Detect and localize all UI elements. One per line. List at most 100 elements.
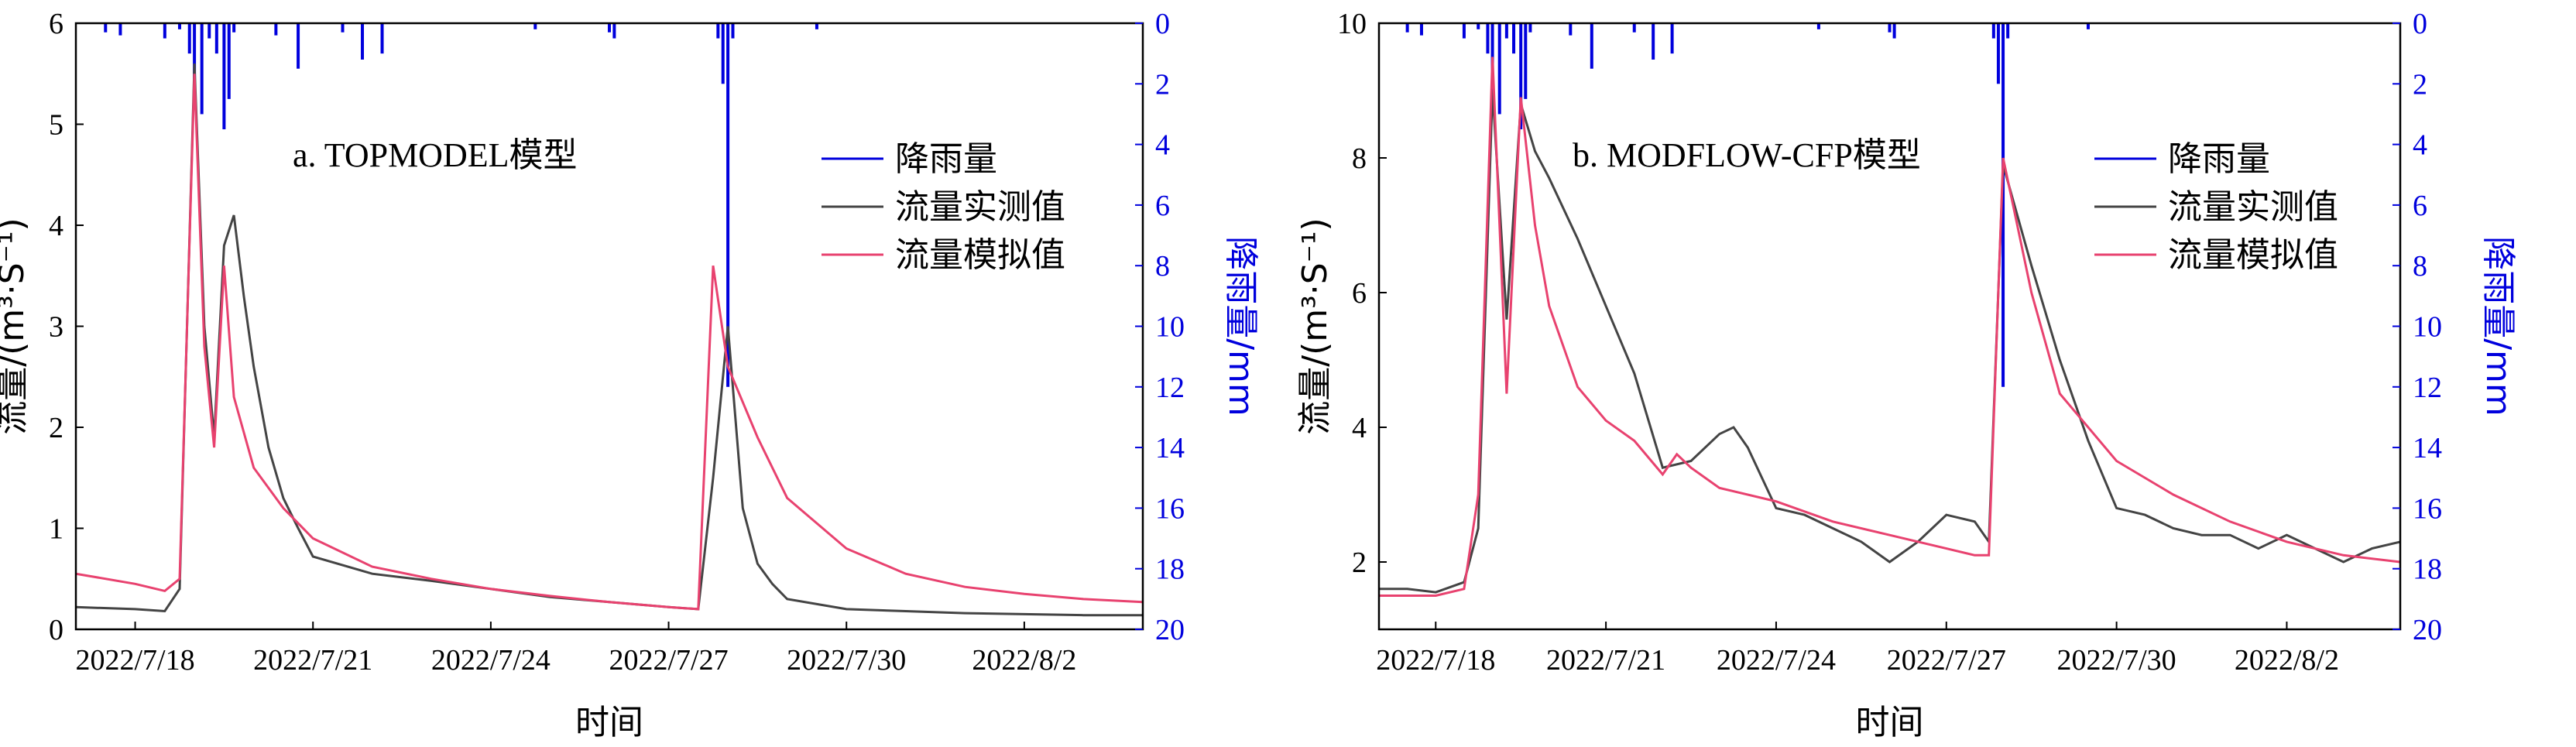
x-tick-label: 2022/7/18 [75,644,194,677]
x-tick-label: 2022/7/27 [1887,644,2006,677]
plot-frame [74,22,1144,631]
left-tick-label: 1 [49,513,63,546]
simulated-flow-line [1379,57,2400,597]
rain-bar [208,23,211,39]
x-tick-label: 2022/7/21 [1546,644,1665,677]
x-tick-label: 2022/7/24 [431,644,551,677]
legend-label: 流量实测值 [2168,187,2338,227]
rain-bar [1419,23,1423,36]
rain-bar [380,23,384,54]
right-tick-label: 6 [1155,190,1170,222]
rain-bar [227,23,231,99]
panel-title: a. TOPMODEL模型 [293,136,578,174]
right-tick-label: 2 [1155,68,1170,101]
rain-bar [1652,23,1655,60]
rain-bar [1477,23,1480,29]
left-tick-label: 3 [49,311,63,344]
right-tick-label: 10 [2413,311,2442,344]
x-tick-label: 2022/8/2 [2235,644,2339,677]
x-axis-title: 时间 [1856,703,1924,742]
rain-bar [1996,23,2000,84]
rain-bar [297,23,300,69]
rain-bar [716,23,720,39]
left-tick-label: 2 [49,412,63,444]
right-axis-title: 降雨量/mm [2478,236,2518,416]
rain-bar [2006,23,2010,39]
rain-bar [1504,23,1508,39]
right-tick-label: 2 [2413,68,2427,101]
right-tick-label: 20 [2413,614,2442,646]
right-tick-label: 16 [2413,492,2442,525]
rain-bar [187,23,191,54]
rain-bar [1569,23,1573,36]
rain-bar [274,23,278,36]
rain-bar [1519,23,1523,130]
right-tick-label: 10 [1155,311,1185,344]
rain-bar [1497,23,1501,115]
rain-bar [1590,23,1593,69]
rainfall-bars [104,23,818,387]
rain-bar [1405,23,1409,33]
right-tick-label: 20 [1155,614,1185,646]
rain-bar [533,23,537,29]
x-tick-label: 2022/7/24 [1717,644,1836,677]
rain-bar [1892,23,1896,39]
x-tick-label: 2022/7/18 [1376,644,1495,677]
chart-panel-b: 2 4 6 8 10 0 2 4 6 8 10 12 14 16 18 20 2022/7/18 2022/7/2… [1295,8,2518,742]
x-tick-label: 2022/8/2 [972,644,1076,677]
right-tick-label: 12 [1155,372,1185,404]
rainfall-bars [1405,23,2090,387]
left-tick-label: 4 [49,210,63,242]
right-tick-label: 4 [1155,129,1170,162]
rain-bar [721,23,725,84]
legend-label: 降雨量 [895,139,997,179]
rain-bar [726,23,730,387]
rain-bar [118,23,122,36]
rain-bar [200,23,204,115]
rain-bar [104,23,108,33]
rain-bar [1670,23,1674,54]
right-tick-label: 18 [1155,553,1185,586]
x-tick-label: 2022/7/30 [2057,644,2176,677]
left-tick-label: 2 [1352,547,1367,579]
left-tick-label: 4 [1352,412,1367,444]
rain-bar [1462,23,1466,39]
y-axis-title: 流量/(m³·S⁻¹) [1295,218,1335,434]
rain-bar [1512,23,1516,54]
left-tick-label: 6 [49,8,63,40]
rain-bar [222,23,226,130]
rain-bar [214,23,218,54]
x-axis-title: 时间 [575,703,643,742]
rain-bar [1528,23,1532,33]
right-tick-label: 0 [1155,8,1170,40]
panel-title: b. MODFLOW-CFP模型 [1573,136,1921,174]
x-tick-label: 2022/7/30 [787,644,906,677]
right-tick-label: 14 [2413,432,2442,464]
rain-bar [1632,23,1636,33]
right-tick-label: 4 [2413,129,2427,162]
x-tick-label: 2022/7/27 [609,644,728,677]
rain-bar [2086,23,2090,29]
right-tick-label: 18 [2413,553,2442,586]
rain-bar [1486,23,1490,54]
legend-label: 流量模拟值 [895,235,1065,275]
right-tick-label: 14 [1155,432,1185,464]
right-tick-label: 8 [2413,250,2427,283]
legend-label: 流量模拟值 [2168,235,2338,275]
y-axis-title: 流量/(m³·S⁻¹) [0,218,32,434]
rain-bar [177,23,181,29]
rain-bar [1524,23,1528,99]
rain-bar [193,23,197,99]
rain-bar [341,23,345,33]
rain-bar [612,23,616,39]
right-tick-label: 6 [2413,190,2427,222]
rain-bar [815,23,818,29]
rain-bar [1991,23,1995,39]
rain-bar [361,23,365,60]
rain-bar [163,23,166,39]
rain-bar [731,23,735,39]
rain-bar [2001,23,2005,387]
